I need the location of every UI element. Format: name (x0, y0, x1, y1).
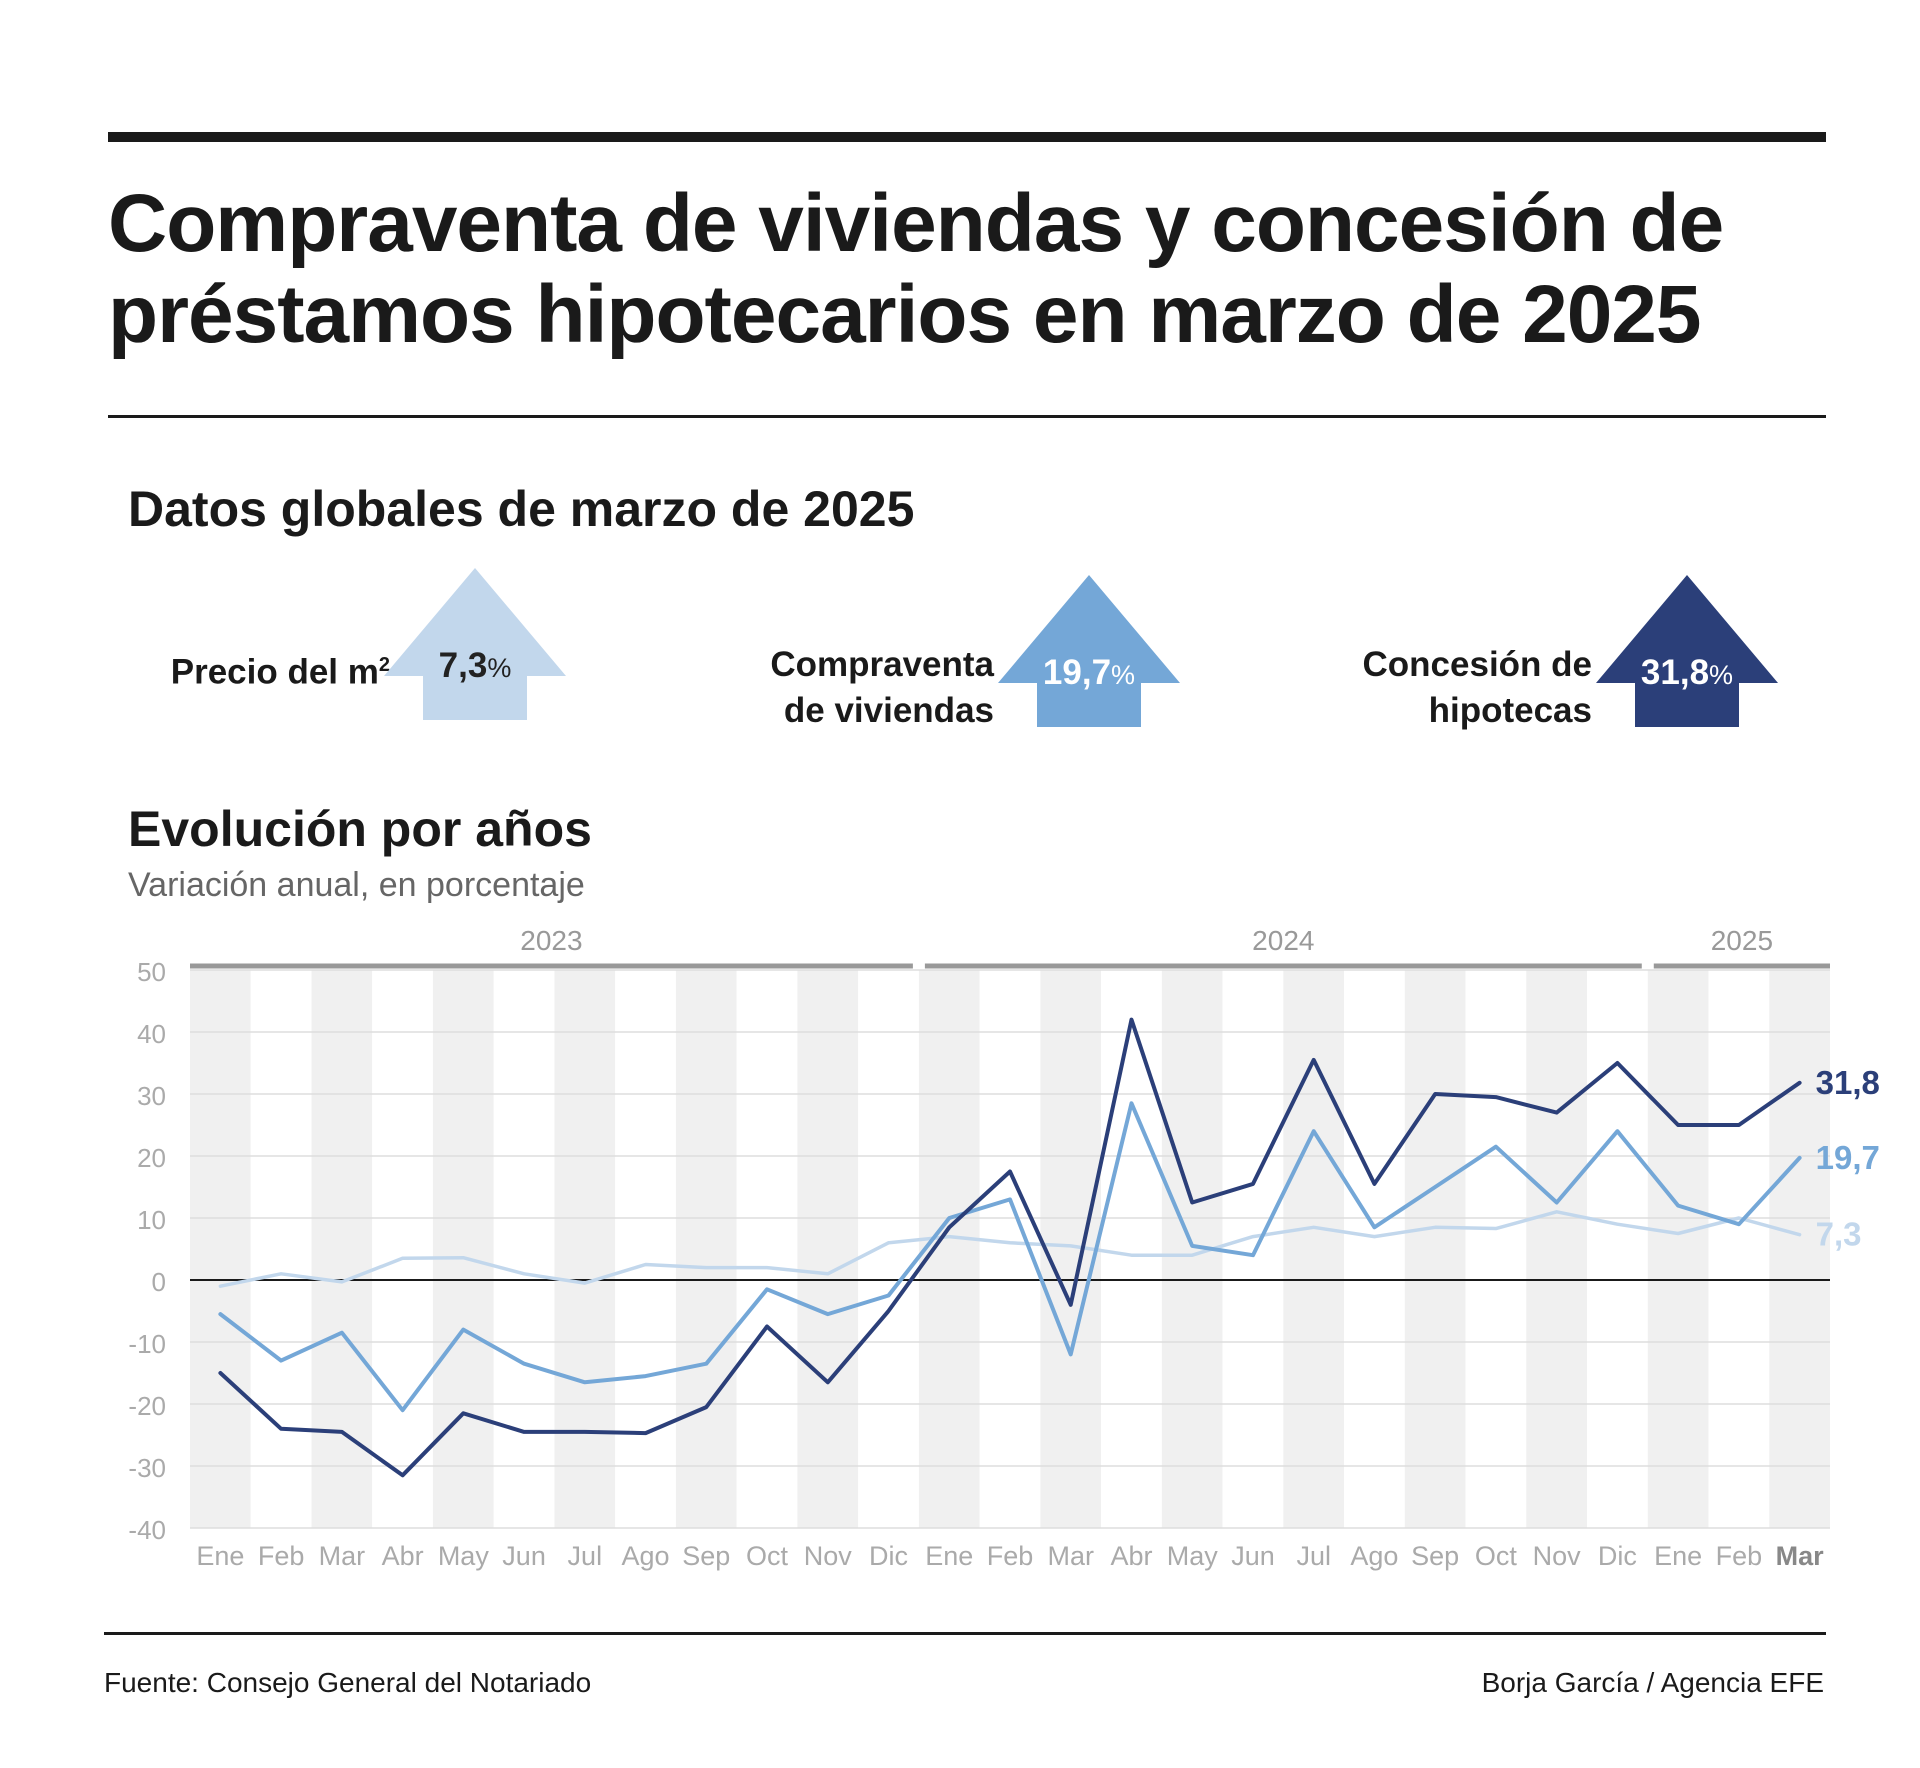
x-tick-label: Mar (319, 1541, 366, 1571)
column-band (311, 970, 373, 1528)
kpi-sales-value: 19,7% (1042, 653, 1136, 692)
column-band (432, 970, 494, 1528)
page-title: Compraventa de viviendas y concesión de … (108, 178, 1724, 360)
kpi-mortgages-arrow: 31,8% (1596, 575, 1778, 727)
kpi-sales-arrow: 19,7% (998, 575, 1180, 727)
series-line-mortgages (218, 1017, 1802, 1478)
year-label: 2025 (1711, 925, 1773, 956)
column-band (1101, 970, 1162, 1528)
column-band (858, 970, 919, 1528)
kpi-price-label: Precio del m2 (170, 652, 390, 692)
x-tick-label: Oct (1475, 1541, 1518, 1571)
column-band (1769, 970, 1830, 1528)
x-tick-label: Oct (746, 1541, 789, 1571)
column-band (1526, 970, 1588, 1528)
series-line-sales (218, 1101, 1802, 1413)
column-band (1222, 970, 1284, 1528)
up-arrow-icon (384, 568, 566, 720)
source-text: Fuente: Consejo General del Notariado (104, 1667, 592, 1698)
x-tick-label: Ene (925, 1541, 973, 1571)
bottom-rule (104, 1632, 1826, 1635)
column-band (797, 970, 859, 1528)
series-line-price (218, 1210, 1802, 1288)
x-tick-label: Dic (869, 1541, 908, 1571)
column-band (736, 970, 798, 1528)
x-tick-label: Ene (196, 1541, 244, 1571)
x-tick-label: May (1167, 1541, 1219, 1571)
y-tick-label: -30 (128, 1453, 166, 1483)
kpi-price-arrow: 7,3% (384, 568, 566, 720)
column-band (918, 970, 980, 1528)
series-end-label-mortgages: 31,8 (1816, 1064, 1880, 1101)
kpi-mortgages-value: 31,8% (1640, 653, 1734, 692)
column-band (1283, 970, 1345, 1528)
column-band (554, 970, 616, 1528)
x-tick-label: Jul (1296, 1541, 1331, 1571)
title-rule (108, 415, 1826, 418)
x-tick-label: Dic (1598, 1541, 1637, 1571)
column-band (372, 970, 433, 1528)
column-band (1647, 970, 1709, 1528)
y-tick-label: 20 (137, 1143, 166, 1173)
x-tick-label: Mar (1047, 1541, 1094, 1571)
x-tick-label: Sep (682, 1541, 730, 1571)
up-arrow-icon (1596, 575, 1778, 727)
x-tick-label: Jun (1231, 1541, 1275, 1571)
x-tick-label: Jun (502, 1541, 546, 1571)
x-tick-label: May (438, 1541, 490, 1571)
series-end-label-price: 7,3 (1816, 1216, 1862, 1253)
x-tick-label: Mar (1776, 1541, 1825, 1571)
column-band (615, 970, 676, 1528)
year-label: 2024 (1252, 925, 1314, 956)
column-band (190, 970, 251, 1528)
y-tick-label: 50 (137, 957, 166, 987)
column-band (493, 970, 555, 1528)
column-band (1587, 970, 1648, 1528)
column-band (1344, 970, 1405, 1528)
top-rule (108, 132, 1826, 142)
x-tick-label: Ago (622, 1541, 670, 1571)
column-band (250, 970, 312, 1528)
evolution-heading: Evolución por años (128, 801, 592, 857)
evolution-subtitle: Variación anual, en porcentaje (128, 866, 585, 904)
column-band (1404, 970, 1466, 1528)
x-tick-label: Nov (1533, 1541, 1582, 1571)
x-tick-label: Feb (258, 1541, 305, 1571)
x-tick-label: Feb (1716, 1541, 1763, 1571)
column-band (675, 970, 737, 1528)
up-arrow-icon (998, 575, 1180, 727)
kpi-sales-label: Compraventa de viviendas (770, 645, 994, 730)
credit-text: Borja García / Agencia EFE (1481, 1667, 1824, 1698)
x-tick-label: Abr (1110, 1541, 1152, 1571)
x-tick-label: Ago (1350, 1541, 1398, 1571)
x-tick-label: Ene (1654, 1541, 1702, 1571)
year-label: 2023 (520, 925, 582, 956)
series-end-label-sales: 19,7 (1816, 1139, 1880, 1176)
y-tick-label: -20 (128, 1391, 166, 1421)
x-tick-label: Nov (804, 1541, 853, 1571)
x-tick-label: Sep (1411, 1541, 1459, 1571)
y-tick-label: 30 (137, 1081, 166, 1111)
kpi-mortgages-label: Concesión de hipotecas (1362, 645, 1592, 730)
column-band (1465, 970, 1527, 1528)
y-tick-label: -40 (128, 1515, 166, 1545)
y-tick-label: -10 (128, 1329, 166, 1359)
y-tick-label: 40 (137, 1019, 166, 1049)
x-tick-label: Abr (382, 1541, 424, 1571)
column-band (1708, 970, 1770, 1528)
y-tick-label: 10 (137, 1205, 166, 1235)
kpi-heading: Datos globales de marzo de 2025 (128, 481, 915, 537)
line-chart: 50 40 30 20 10 0 -10 -20 -30 -40 2023 2024 2025 Ene Fe… (128, 925, 1880, 1571)
x-tick-label: Jul (568, 1541, 603, 1571)
y-tick-label: 0 (152, 1267, 166, 1297)
kpi-price-value: 7,3% (438, 646, 512, 685)
x-tick-label: Feb (987, 1541, 1034, 1571)
